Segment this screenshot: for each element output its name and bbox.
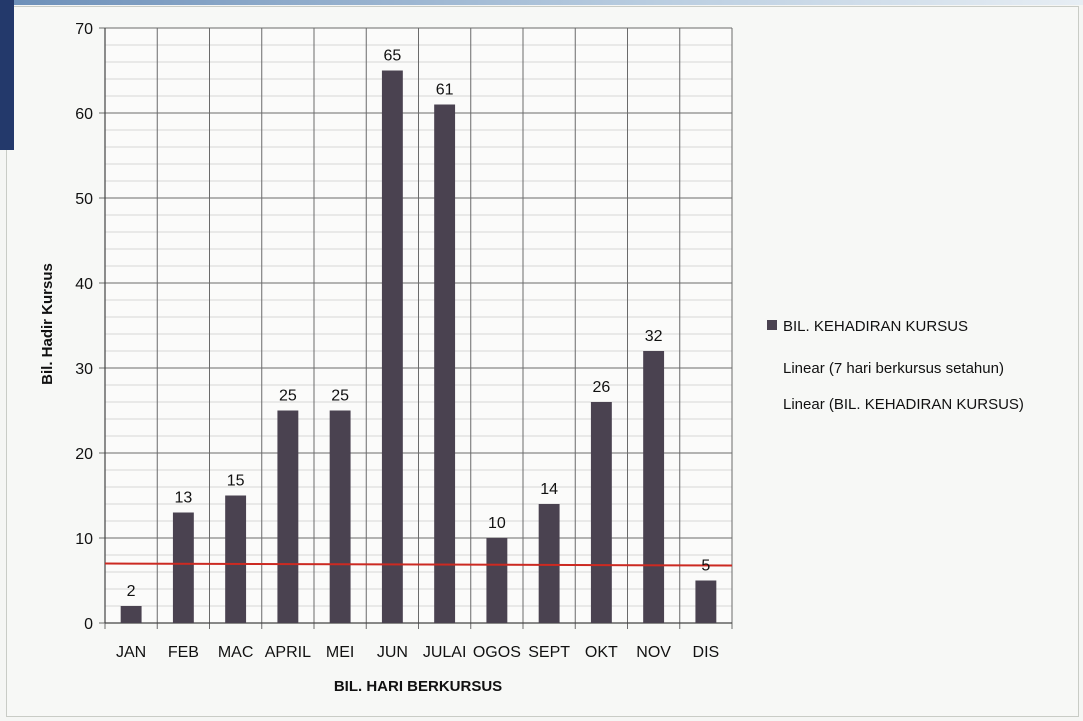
- x-tick-labels: JAN FEB MAC APRIL MEI JUN JULAI OGOS SEPT OKT NOV D…: [116, 644, 719, 661]
- bar: [486, 538, 508, 623]
- bar: [538, 504, 560, 623]
- data-label: 5: [701, 558, 710, 575]
- x-tick-label: APRIL: [265, 644, 311, 661]
- bar: [225, 495, 247, 623]
- top-accent-strip: [0, 0, 1083, 5]
- legend-entry-bars: BIL. KEHADIRAN KURSUS: [783, 318, 968, 335]
- y-tick-label: 60: [75, 106, 93, 123]
- x-tick-label: OKT: [585, 644, 618, 661]
- bar: [695, 580, 717, 623]
- y-tick-label: 50: [75, 191, 93, 208]
- data-labels: 2 13 15 25 25 65 61 10 14 26 32 5: [127, 48, 711, 601]
- x-tick-label: JUN: [377, 644, 408, 661]
- data-label: 2: [127, 583, 136, 600]
- y-tick-label: 70: [75, 21, 93, 38]
- y-tick-label: 10: [75, 531, 93, 548]
- corner-accent: [0, 0, 14, 150]
- trend-line-7-hari: [104, 562, 733, 567]
- legend-entry-linear-kehadiran: Linear (BIL. KEHADIRAN KURSUS): [783, 396, 1024, 413]
- data-label: 10: [488, 515, 506, 532]
- x-tick-label: SEPT: [528, 644, 570, 661]
- bars: [120, 70, 717, 623]
- bar: [172, 512, 194, 623]
- data-label: 61: [436, 82, 454, 99]
- x-tick-label: MEI: [326, 644, 354, 661]
- bar: [277, 410, 299, 623]
- x-tick-label: JAN: [116, 644, 146, 661]
- bar: [434, 104, 456, 623]
- data-label: 32: [645, 328, 663, 345]
- legend-swatch-bars: [767, 320, 777, 330]
- data-label: 25: [279, 388, 297, 405]
- trend-lines: [104, 562, 733, 567]
- legend: BIL. KEHADIRAN KURSUS Linear (7 hari ber…: [767, 318, 1024, 413]
- data-label: 26: [592, 379, 610, 396]
- y-tick-label: 0: [84, 616, 93, 633]
- x-tick-label: FEB: [168, 644, 199, 661]
- data-label: 14: [540, 481, 558, 498]
- x-tick-label: DIS: [693, 644, 720, 661]
- y-axis-title: Bil. Hadir Kursus: [39, 263, 56, 385]
- bar: [120, 606, 142, 623]
- bar: [381, 70, 403, 623]
- y-tick-labels: 0 10 20 30 40 50 60 70: [75, 21, 93, 633]
- bar: [643, 351, 665, 623]
- bar: [329, 410, 351, 623]
- y-tick-label: 40: [75, 276, 93, 293]
- data-label: 65: [383, 48, 401, 65]
- x-tick-label: NOV: [636, 644, 671, 661]
- grid: [99, 27, 733, 629]
- x-tick-label: JULAI: [423, 644, 467, 661]
- data-label: 25: [331, 388, 349, 405]
- x-tick-label: OGOS: [473, 644, 521, 661]
- x-axis-title: BIL. HARI BERKURSUS: [334, 678, 502, 695]
- data-label: 13: [174, 490, 192, 507]
- x-tick-label: MAC: [218, 644, 254, 661]
- data-label: 15: [227, 473, 245, 490]
- y-tick-label: 30: [75, 361, 93, 378]
- bar: [590, 402, 612, 623]
- legend-entry-linear-7-hari: Linear (7 hari berkursus setahun): [783, 360, 1004, 377]
- y-tick-label: 20: [75, 446, 93, 463]
